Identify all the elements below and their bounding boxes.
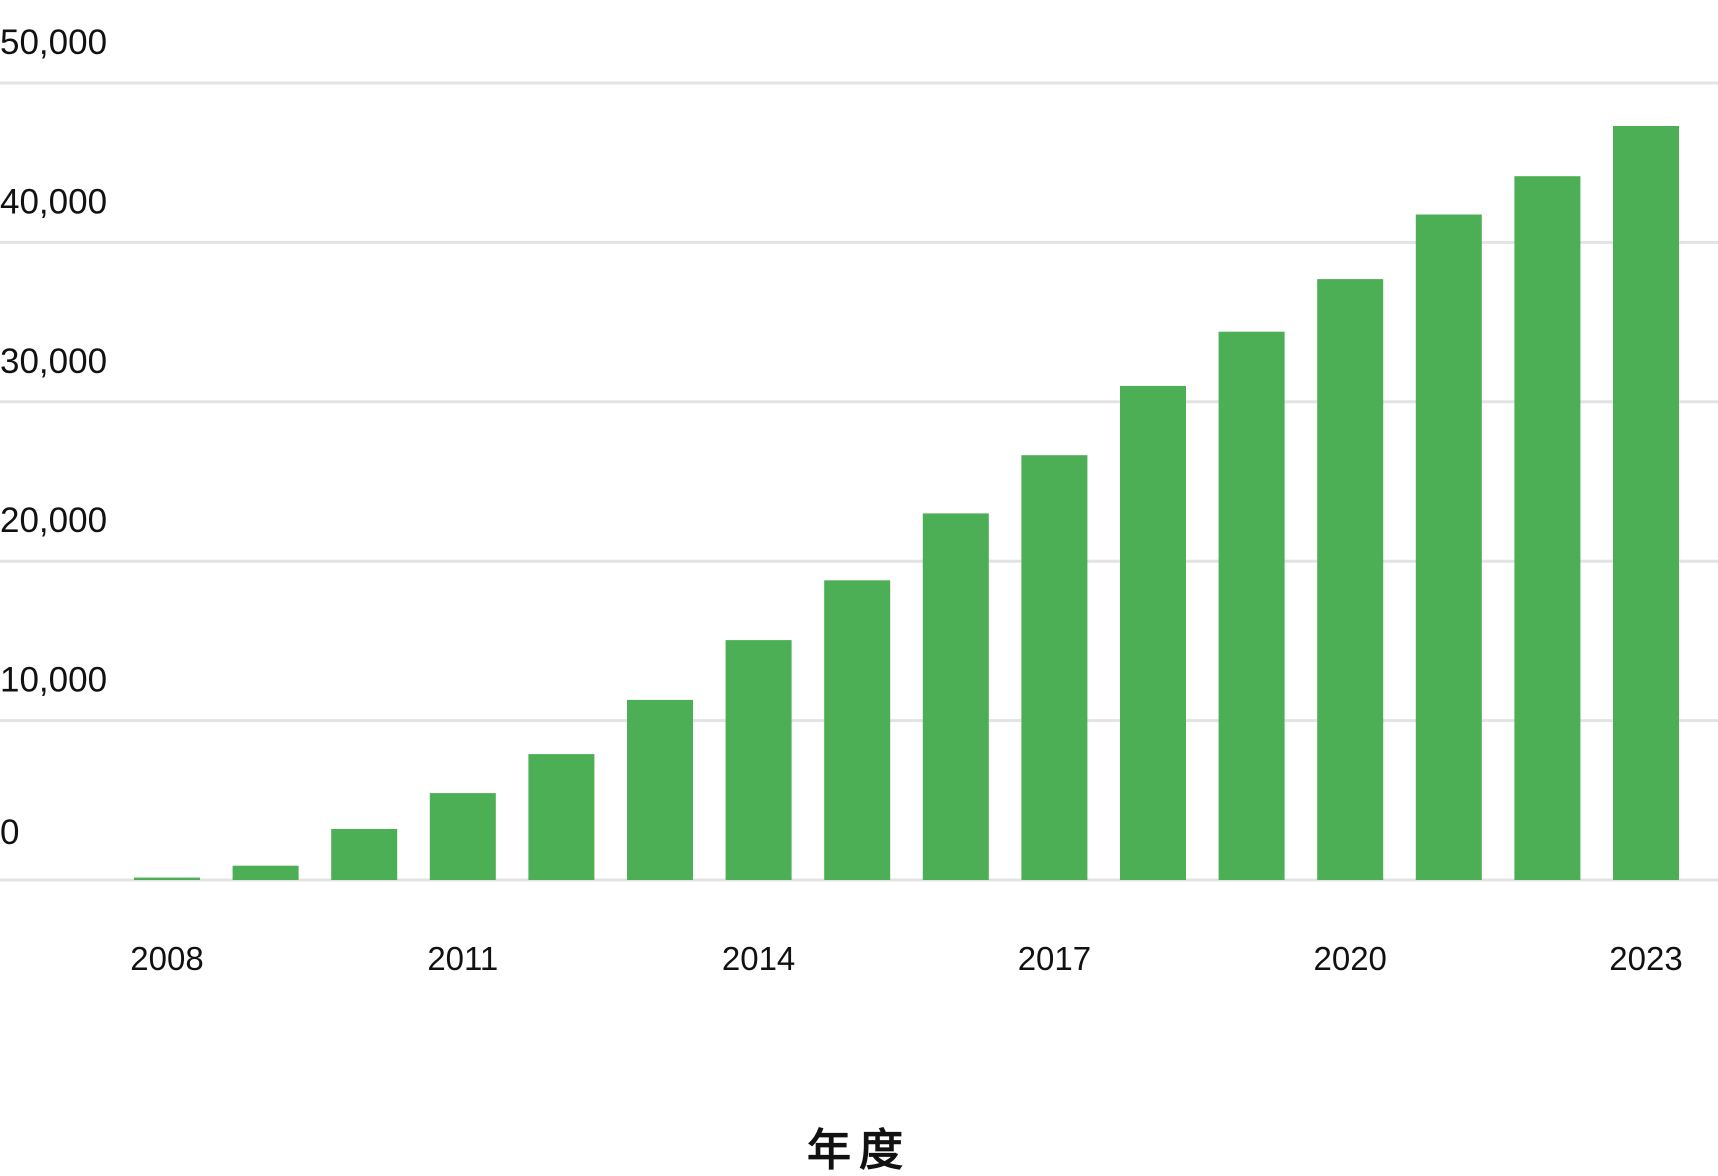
y-tick-label: 20,000 (0, 501, 107, 540)
bars (134, 126, 1679, 881)
bar-2008 (134, 877, 200, 880)
y-tick-label: 0 (0, 813, 19, 852)
x-axis-label: 年度 (807, 1125, 911, 1176)
bar-2013 (627, 699, 693, 880)
bar-2022 (1514, 176, 1581, 880)
bar-2015 (824, 580, 891, 880)
bar-2017 (1021, 455, 1088, 880)
y-axis-ticks: 0 10,000 20,000 30,000 40,000 50,000 (0, 23, 107, 852)
bar-2012 (528, 754, 595, 880)
x-tick-label: 2017 (1018, 940, 1091, 977)
bar-2010 (331, 829, 398, 880)
y-tick-label: 40,000 (0, 182, 107, 221)
x-tick-label: 2008 (130, 940, 203, 977)
y-tick-label: 50,000 (0, 23, 107, 62)
y-tick-label: 30,000 (0, 342, 107, 381)
x-axis-ticks: 2008 2011 2014 2017 2020 2023 (130, 940, 1682, 977)
y-tick-label: 10,000 (0, 661, 107, 700)
bar-2023 (1613, 126, 1679, 880)
bar-2009 (232, 865, 299, 880)
bar-2016 (922, 513, 989, 880)
x-tick-label: 2020 (1313, 940, 1386, 977)
bar-2021 (1415, 214, 1482, 880)
bar-2019 (1218, 331, 1285, 880)
bar-2018 (1120, 385, 1186, 880)
x-tick-label: 2011 (427, 940, 498, 977)
bar-2020 (1317, 279, 1384, 881)
x-tick-label: 2023 (1609, 940, 1682, 977)
bar-2014 (725, 640, 792, 880)
bar-2011 (429, 793, 496, 880)
x-tick-label: 2014 (722, 940, 795, 977)
